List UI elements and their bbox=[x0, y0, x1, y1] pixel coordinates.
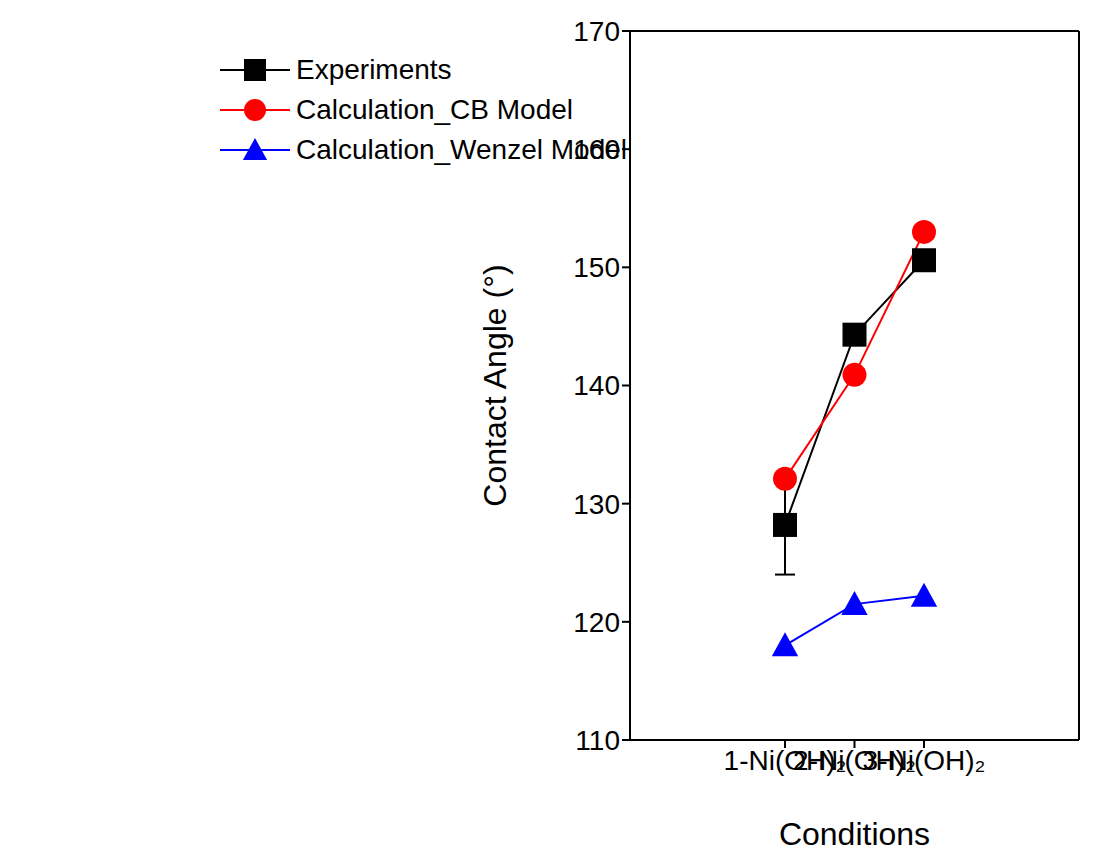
svg-text:140: 140 bbox=[573, 370, 620, 401]
svg-text:160: 160 bbox=[573, 134, 620, 165]
svg-text:120: 120 bbox=[573, 607, 620, 638]
svg-text:Conditions: Conditions bbox=[779, 816, 930, 852]
svg-text:110: 110 bbox=[575, 725, 620, 756]
svg-text:130: 130 bbox=[573, 489, 620, 520]
svg-text:3-Ni(OH)₂: 3-Ni(OH)₂ bbox=[863, 745, 986, 776]
svg-text:Contact Angle (°): Contact Angle (°) bbox=[477, 264, 513, 506]
svg-text:170: 170 bbox=[573, 16, 620, 47]
svg-text:150: 150 bbox=[573, 252, 620, 283]
